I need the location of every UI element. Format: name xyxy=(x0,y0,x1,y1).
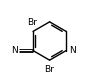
Text: Br: Br xyxy=(27,18,37,27)
Text: N: N xyxy=(11,46,18,55)
Text: N: N xyxy=(69,46,76,55)
Text: Br: Br xyxy=(44,65,54,74)
